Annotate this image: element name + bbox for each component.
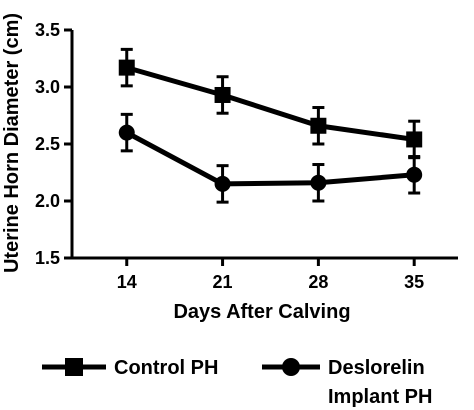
plot-area xyxy=(119,49,422,202)
y-tick-label-1: 2.0 xyxy=(35,191,60,211)
point-circle-1-1 xyxy=(215,176,231,192)
series-1 xyxy=(119,114,422,202)
x-tick-label-3: 35 xyxy=(404,272,424,292)
y-axis-label: Uterine Horn Diameter (cm) xyxy=(1,13,23,273)
x-tick-label-0: 14 xyxy=(117,272,137,292)
legend-marker-square xyxy=(65,358,83,376)
point-square-0-3 xyxy=(406,131,422,147)
x-tick-label-1: 21 xyxy=(213,272,233,292)
point-square-0-1 xyxy=(215,87,231,103)
legend-marker-circle xyxy=(282,358,300,376)
y-tick-label-3: 3.0 xyxy=(35,77,60,97)
legend-label-control: Control PH xyxy=(114,357,218,379)
y-axis: 1.5 2.0 2.5 3.0 3.5 xyxy=(35,20,72,268)
x-axis: 14 21 28 35 xyxy=(72,258,458,292)
x-tick-label-2: 28 xyxy=(308,272,328,292)
point-square-0-0 xyxy=(119,60,135,76)
legend-label-deslorelin-1: Deslorelin xyxy=(328,357,425,379)
x-axis-label: Days After Calving xyxy=(173,301,350,323)
series-0 xyxy=(119,49,422,157)
y-tick-label-0: 1.5 xyxy=(35,248,60,268)
point-circle-1-0 xyxy=(119,125,135,141)
legend: Control PH Deslorelin Implant PH xyxy=(42,357,432,408)
point-square-0-2 xyxy=(310,118,326,134)
series-line-1 xyxy=(127,133,414,184)
y-tick-label-4: 3.5 xyxy=(35,20,60,40)
point-circle-1-2 xyxy=(310,175,326,191)
y-tick-label-2: 2.5 xyxy=(35,134,60,154)
series-line-0 xyxy=(127,68,414,140)
legend-label-deslorelin-2: Implant PH xyxy=(328,386,432,408)
point-circle-1-3 xyxy=(406,167,422,183)
